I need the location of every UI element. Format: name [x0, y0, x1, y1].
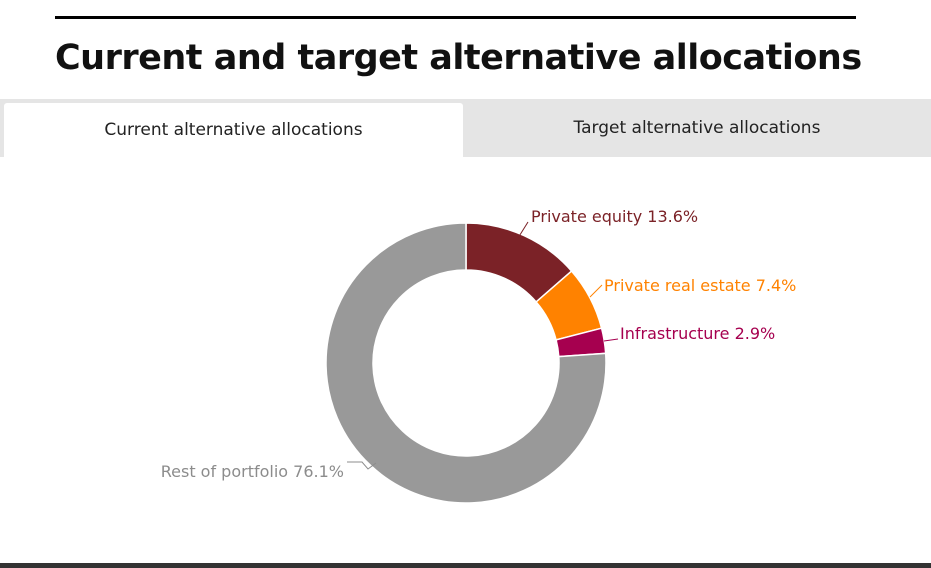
leader-line [517, 221, 529, 239]
donut-slices [325, 222, 607, 504]
slice-label: Private equity 13.6% [531, 207, 698, 226]
bottom-rule [0, 563, 931, 568]
donut-slice-rest-of-portfolio[interactable] [325, 222, 607, 504]
slice-labels: Private equity 13.6% Private real estate … [161, 207, 797, 481]
donut-chart: Private equity 13.6% Private real estate … [161, 207, 797, 504]
page-title: Current and target alternative allocatio… [55, 38, 862, 78]
slice-label: Infrastructure 2.9% [620, 324, 775, 343]
tab-target-allocations[interactable]: Target alternative allocations [573, 118, 821, 138]
top-rule [55, 16, 856, 19]
tab-current-allocations[interactable]: Current alternative allocations [4, 103, 463, 157]
leader-lines [347, 221, 619, 470]
slice-label: Rest of portfolio 76.1% [161, 462, 344, 481]
tab-bar: Current alternative allocations Target a… [0, 99, 931, 157]
slice-label: Private real estate 7.4% [604, 276, 796, 295]
leader-line [589, 284, 603, 298]
leader-line [347, 461, 377, 470]
leader-line [603, 338, 619, 342]
